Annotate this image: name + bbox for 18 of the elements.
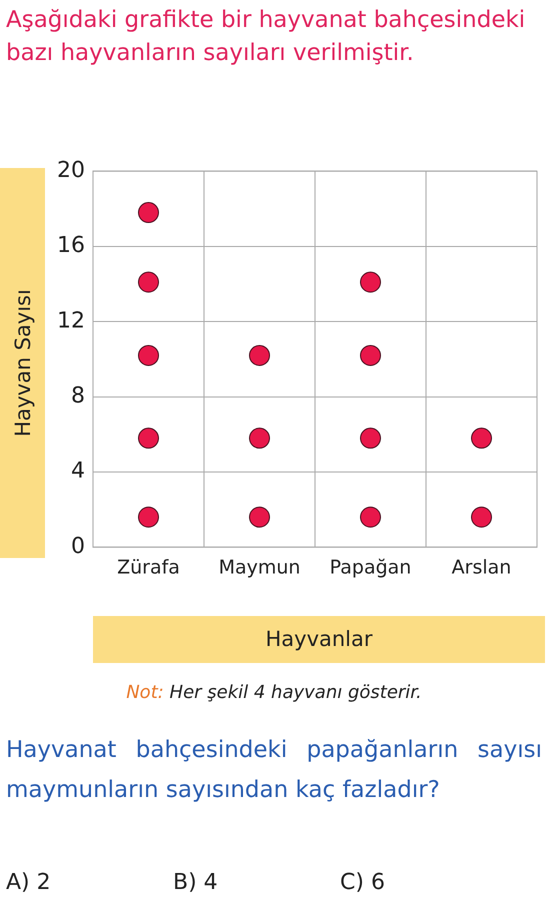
y-tick-label: 12 (57, 308, 85, 334)
text: A) 2 (6, 870, 51, 895)
y-axis-title: Hayvan Sayısı (10, 289, 34, 437)
text: B) 4 (173, 870, 218, 895)
y-tick-label: 4 (71, 458, 85, 484)
y-tick-label: 16 (57, 233, 85, 258)
y-tick-label: 8 (71, 384, 85, 409)
x-tick-label: Maymun (218, 556, 300, 579)
y-tick-label: 20 (57, 158, 85, 183)
y-tick-label: 0 (71, 534, 85, 559)
x-axis-title: Hayvanlar (93, 616, 545, 663)
chart-title: Aşağıdaki grafikte bir hayvanat bahçesindeki bazı hayvanların sayıları verilmiştir. (6, 6, 526, 68)
x-tick-label: Zürafa (117, 556, 180, 579)
text: Not: Her şekil 4 hayvanı gösterir. (125, 682, 423, 703)
x-tick-label: Arslan (452, 556, 512, 579)
text: C) 6 (340, 870, 385, 895)
x-tick-label: Papağan (330, 556, 412, 579)
text: Hayvanat bahçesindeki papağanların sayısı maymunların sayısından kaç fazladır? (6, 736, 542, 805)
